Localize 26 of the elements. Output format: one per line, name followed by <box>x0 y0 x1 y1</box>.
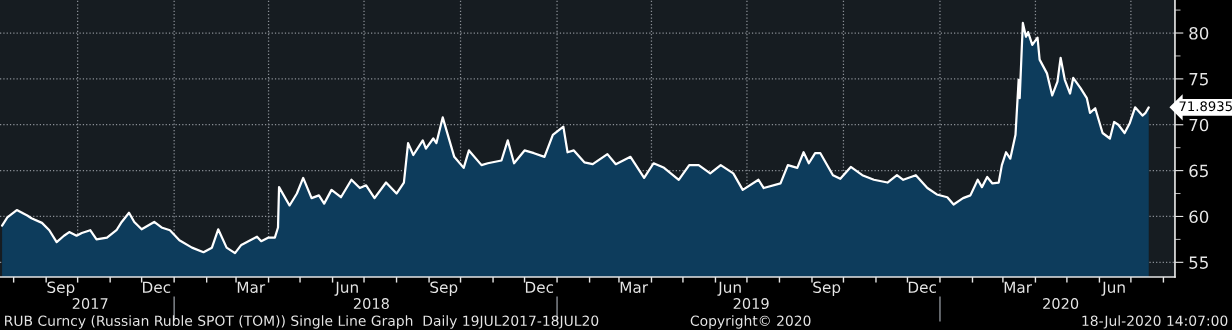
x-tick-label: Mar <box>620 281 649 293</box>
x-tick-label: Jun <box>1101 281 1125 296</box>
y-tick-label: 55 <box>1189 256 1208 269</box>
text: Copyright© 2020 <box>690 315 811 329</box>
x-tick-label: Sep <box>47 281 75 296</box>
x-tick-label: Dec <box>525 281 554 293</box>
x2-tick-label: 2019 <box>733 298 769 310</box>
x2-tick-label: 2018 <box>353 298 389 310</box>
x-tick-label: Mar <box>237 281 266 293</box>
x-tick-label: Dec <box>908 281 936 293</box>
text: 18-Jul-2020 14:07:00 <box>1082 315 1228 329</box>
y-tick-label: 75 <box>1189 73 1208 86</box>
y-tick-label: 80 <box>1189 26 1209 40</box>
y-tick-label: 70 <box>1189 118 1209 132</box>
text: RUB Curncy (Russian Ruble SPOT (TOM)) Single Line Graph Daily 19JUL2017-18JUL20 <box>5 315 599 329</box>
x-tick-label: Jun <box>717 281 741 296</box>
x2-tick-label: 2020 <box>1043 298 1079 310</box>
x-tick-label: Sep <box>430 281 458 296</box>
y-tick-label: 60 <box>1189 210 1209 224</box>
x-tick-label: Dec <box>143 281 171 293</box>
y-tick-label: 65 <box>1189 164 1208 178</box>
x-tick-label: Jun <box>334 281 358 296</box>
x-tick-label: Mar <box>1004 281 1033 293</box>
x-tick-label: Sep <box>813 281 841 296</box>
x2-tick-label: 2017 <box>72 298 108 310</box>
annotation: 71.8935 <box>1179 101 1232 112</box>
